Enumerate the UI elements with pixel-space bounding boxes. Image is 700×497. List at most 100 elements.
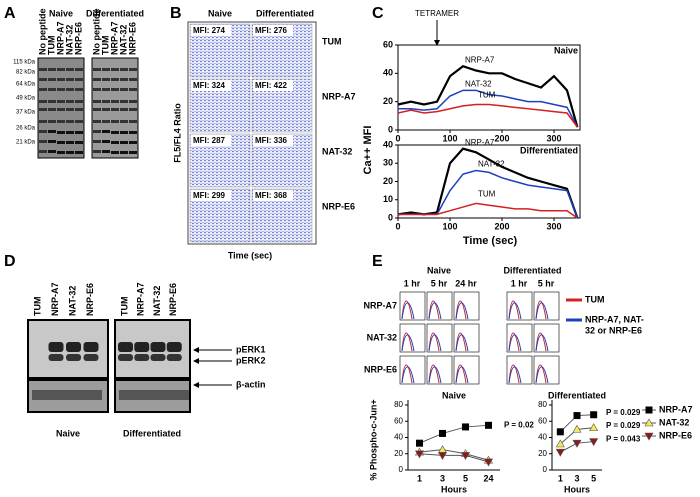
band [75,131,83,134]
band [57,100,65,103]
band [120,151,128,154]
band [57,88,65,91]
band [39,68,47,71]
band [66,151,74,154]
histogram [535,302,549,320]
panel-label: B [170,5,182,22]
band [120,100,128,103]
lane-label: NRP-A7 [50,282,60,316]
band [48,100,56,103]
band [48,130,56,133]
mfi-label: MFI: 324 [193,81,226,90]
axis-title: Time (sec) [228,250,272,260]
histogram [428,334,442,352]
band [166,354,182,361]
label-bg [253,135,293,146]
p-value: P = 0.043 [606,435,641,444]
panel-label: D [4,253,16,270]
data-point [572,439,582,448]
mfi-label: MFI: 274 [193,26,226,35]
band [66,78,74,81]
series-line [398,202,578,219]
y-tick-label: 0 [388,212,393,222]
row-label: NRP-E6 [322,201,355,211]
band-label: pERK2 [236,355,266,365]
x-tick-label: 3 [440,473,445,483]
y-tick-label: 60 [538,416,547,425]
data-point [555,448,565,457]
y-tick-label: 80 [394,400,403,409]
x-tick-label: 5 [463,473,468,483]
series-line [397,103,579,128]
band [93,130,101,133]
band [48,120,56,123]
band [75,88,83,91]
band [32,390,102,400]
data-point [460,452,471,460]
band [57,131,65,134]
lane-label: NRP-A7 [55,21,65,55]
lane-label: NRP-E6 [168,283,178,316]
x-tick-label: 300 [546,221,561,231]
histogram-cell [399,355,426,385]
y-tick-label: 20 [394,449,403,458]
legend-label: 32 or NRP-E6 [585,325,642,335]
band [75,78,83,81]
band [120,131,128,134]
band [75,151,83,154]
x-tick-label: 0 [395,133,400,143]
band [111,151,119,154]
y-tick-label: 10 [383,194,393,204]
band [48,342,64,352]
band [102,150,110,153]
y-tick-label: 0 [388,124,393,134]
group-label: Naive [49,8,73,18]
time-label: 1 hr [511,278,528,288]
y-tick-label: 60 [394,416,403,425]
data-point [483,458,494,467]
panel-label: A [4,5,16,22]
lane-label: NAT-32 [64,25,74,55]
y-tick-label: 40 [383,139,393,149]
data-point [414,450,425,459]
band [102,68,110,71]
row-label: NRP-A7 [322,91,356,101]
marker-label: 37 kDa [16,110,36,116]
lane-label: NRP-A7 [136,282,146,316]
data-point [645,406,653,414]
marker-label: 82 kDa [16,70,36,76]
y-tick-label: 20 [383,96,393,106]
band [120,68,128,71]
band [129,68,137,71]
y-tick-label: 20 [383,176,393,186]
band [93,78,101,81]
lane-label: TUM [119,297,129,317]
plot-title: Naive [554,45,578,55]
series-line [419,453,489,463]
histogram-cell [533,323,560,353]
band [150,342,166,352]
band [75,100,83,103]
histogram-cell [426,291,453,321]
plot-title: Naive [442,390,466,400]
band [39,120,47,123]
data-point [589,423,599,432]
band [39,150,47,153]
axis-title: % Phospho-c-Jun+ [368,399,378,480]
lane-label: TUM [100,36,110,56]
band [93,88,101,91]
band [66,68,74,71]
legend-label: NRP-E6 [659,430,692,440]
data-point [416,439,423,447]
axis-title: Hours [564,484,590,494]
band [93,68,101,71]
band [118,354,133,361]
histogram [428,366,442,384]
group-label: Differentiated [123,428,181,438]
band [134,342,150,352]
data-point [573,412,581,420]
legend-label: NRP-A7 [659,404,693,414]
band [119,390,189,400]
histogram-cell [506,355,533,385]
row-label: NRP-E6 [364,364,397,374]
